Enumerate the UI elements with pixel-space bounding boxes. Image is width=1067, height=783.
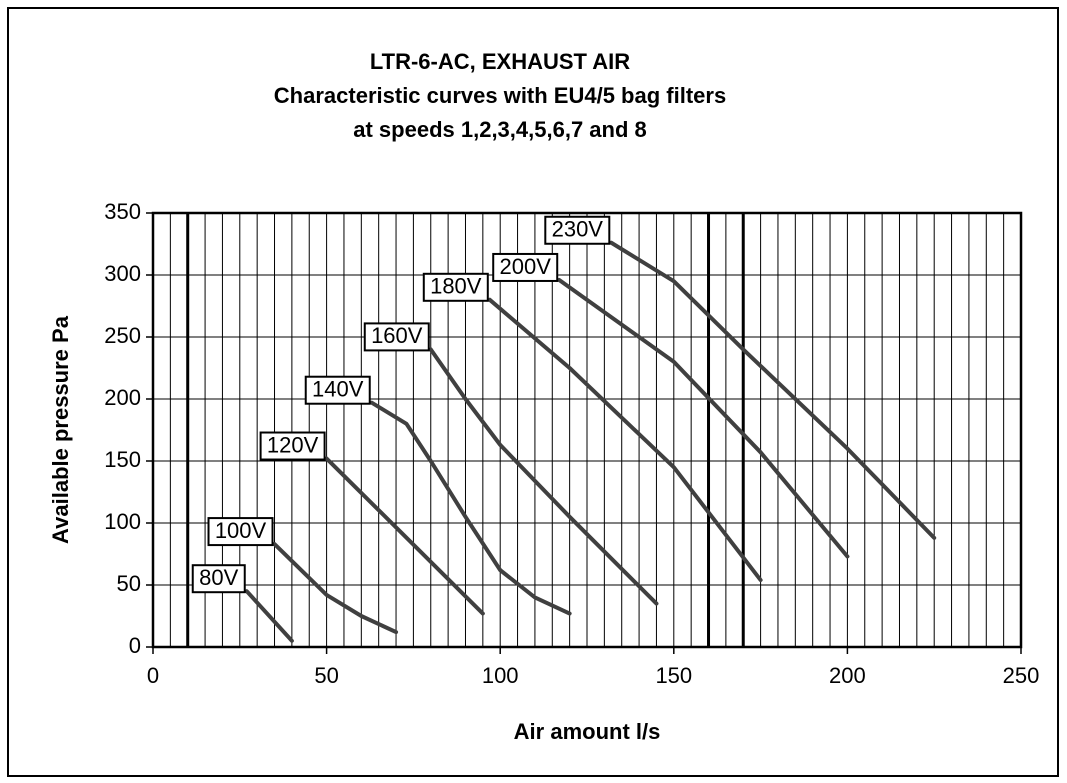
chart-title: LTR-6-AC, EXHAUST AIR xyxy=(370,49,630,74)
y-tick-label: 150 xyxy=(104,447,141,472)
curve-label-box xyxy=(304,375,371,405)
x-tick-label: 250 xyxy=(1003,663,1040,688)
curve-label-box xyxy=(544,215,611,245)
chart-subtitle: Characteristic curves with EU4/5 bag fil… xyxy=(274,83,726,108)
curve-label-box xyxy=(422,272,489,302)
curve-label: 160V xyxy=(371,323,423,348)
curve-label-box xyxy=(207,517,274,547)
x-tick-label: 100 xyxy=(482,663,519,688)
x-axis-label: Air amount l/s xyxy=(514,719,661,744)
curve xyxy=(244,589,294,643)
curve-label: 100V xyxy=(215,518,267,543)
y-tick-label: 200 xyxy=(104,385,141,410)
curve-label: 230V xyxy=(552,217,604,242)
chart-subtitle: at speeds 1,2,3,4,5,6,7 and 8 xyxy=(353,117,647,142)
curve xyxy=(272,542,399,635)
plot-border xyxy=(151,211,1023,649)
x-tick-label: 150 xyxy=(655,663,692,688)
curve-label: 200V xyxy=(500,254,552,279)
curve-label-box xyxy=(363,322,430,352)
curve xyxy=(428,347,659,606)
y-tick-label: 0 xyxy=(129,633,141,658)
curve xyxy=(487,297,763,583)
y-tick-label: 350 xyxy=(104,199,141,224)
curve-label: 120V xyxy=(267,432,319,457)
x-tick-label: 50 xyxy=(314,663,338,688)
y-tick-label: 100 xyxy=(104,509,141,534)
y-tick-label: 300 xyxy=(104,261,141,286)
curve xyxy=(324,456,485,616)
curve-label: 80V xyxy=(199,565,238,590)
y-axis-label: Available pressure Pa xyxy=(48,315,73,544)
y-tick-label: 250 xyxy=(104,323,141,348)
curve-label: 140V xyxy=(312,377,364,402)
y-tick-label: 50 xyxy=(117,571,141,596)
curve-label-box xyxy=(191,564,246,594)
curve xyxy=(609,240,937,540)
curve-label-box xyxy=(259,431,326,461)
curve xyxy=(369,400,572,616)
curve-label-box xyxy=(492,252,559,282)
curve-label: 180V xyxy=(430,274,482,299)
curve xyxy=(557,277,850,559)
x-tick-label: 0 xyxy=(147,663,159,688)
x-tick-label: 200 xyxy=(829,663,866,688)
